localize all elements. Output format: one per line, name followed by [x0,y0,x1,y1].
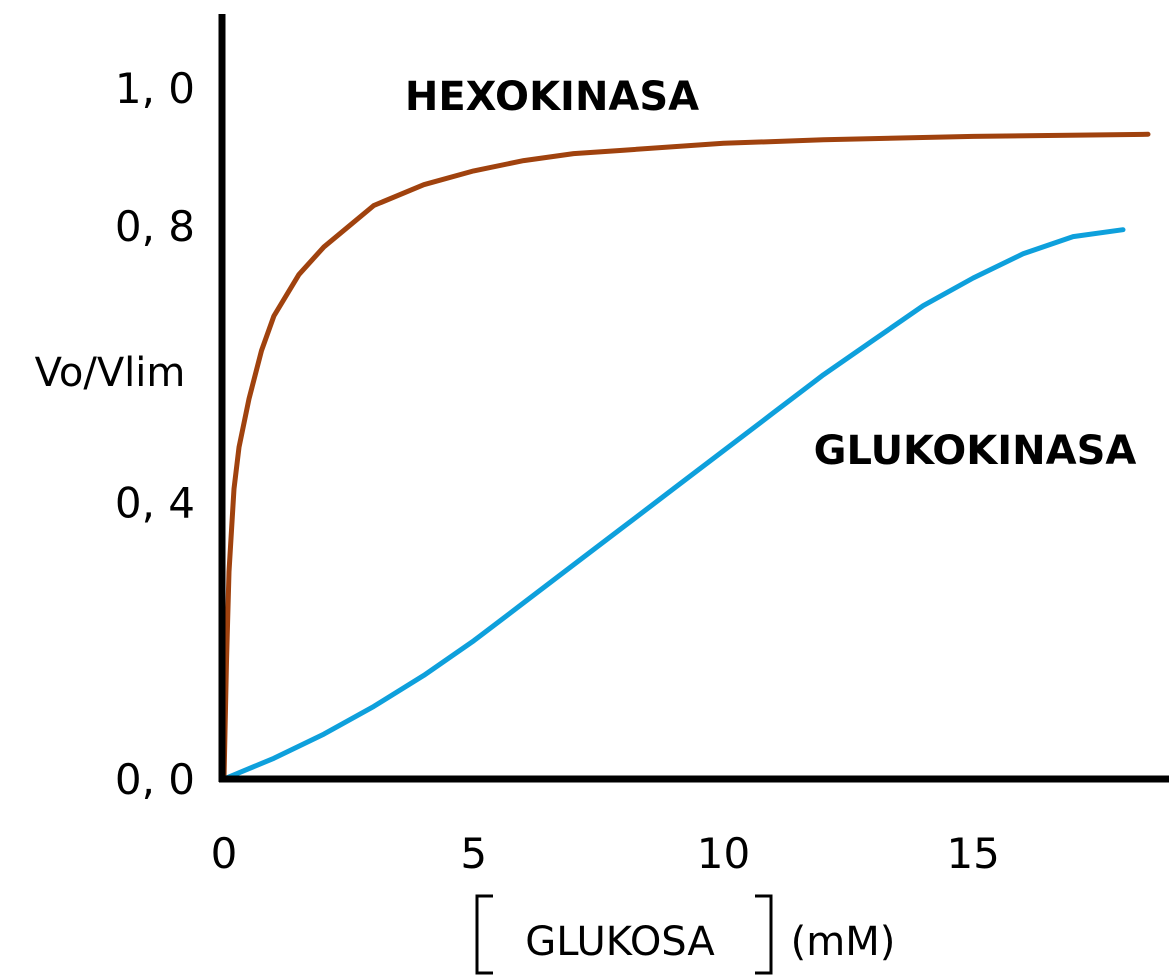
y-axis-label: Vo/Vlim [35,350,186,396]
y-tick-label: 0, 8 [115,202,195,251]
x-tick-label: 5 [460,829,487,878]
y-tick-label: 0, 0 [115,755,195,804]
x-tick-labels: 0 5 10 15 [211,829,1000,878]
series-label-hexokinasa: HEXOKINASA [405,74,699,120]
series-label-glukokinasa: GLUKOKINASA [814,428,1137,474]
left-bracket [475,894,493,975]
y-tick-label: 0, 4 [115,479,195,528]
x-tick-label: 15 [946,829,999,878]
x-axis-label: GLUKOSA (mM) [475,894,896,975]
series-line-glukokinasa [221,227,1126,782]
x-tick-label: 10 [697,829,750,878]
x-axis-label-unit: (mM) [791,919,896,965]
x-axis-label-main: GLUKOSA [525,919,715,965]
y-tick-label: 1, 0 [115,64,195,113]
series-line-hexokinasa [221,131,1151,782]
y-tick-labels: 0, 0 0, 4 0, 8 1, 0 [115,64,195,804]
right-bracket [755,894,773,975]
curves-layer [221,131,1151,782]
x-tick-label: 0 [211,829,238,878]
